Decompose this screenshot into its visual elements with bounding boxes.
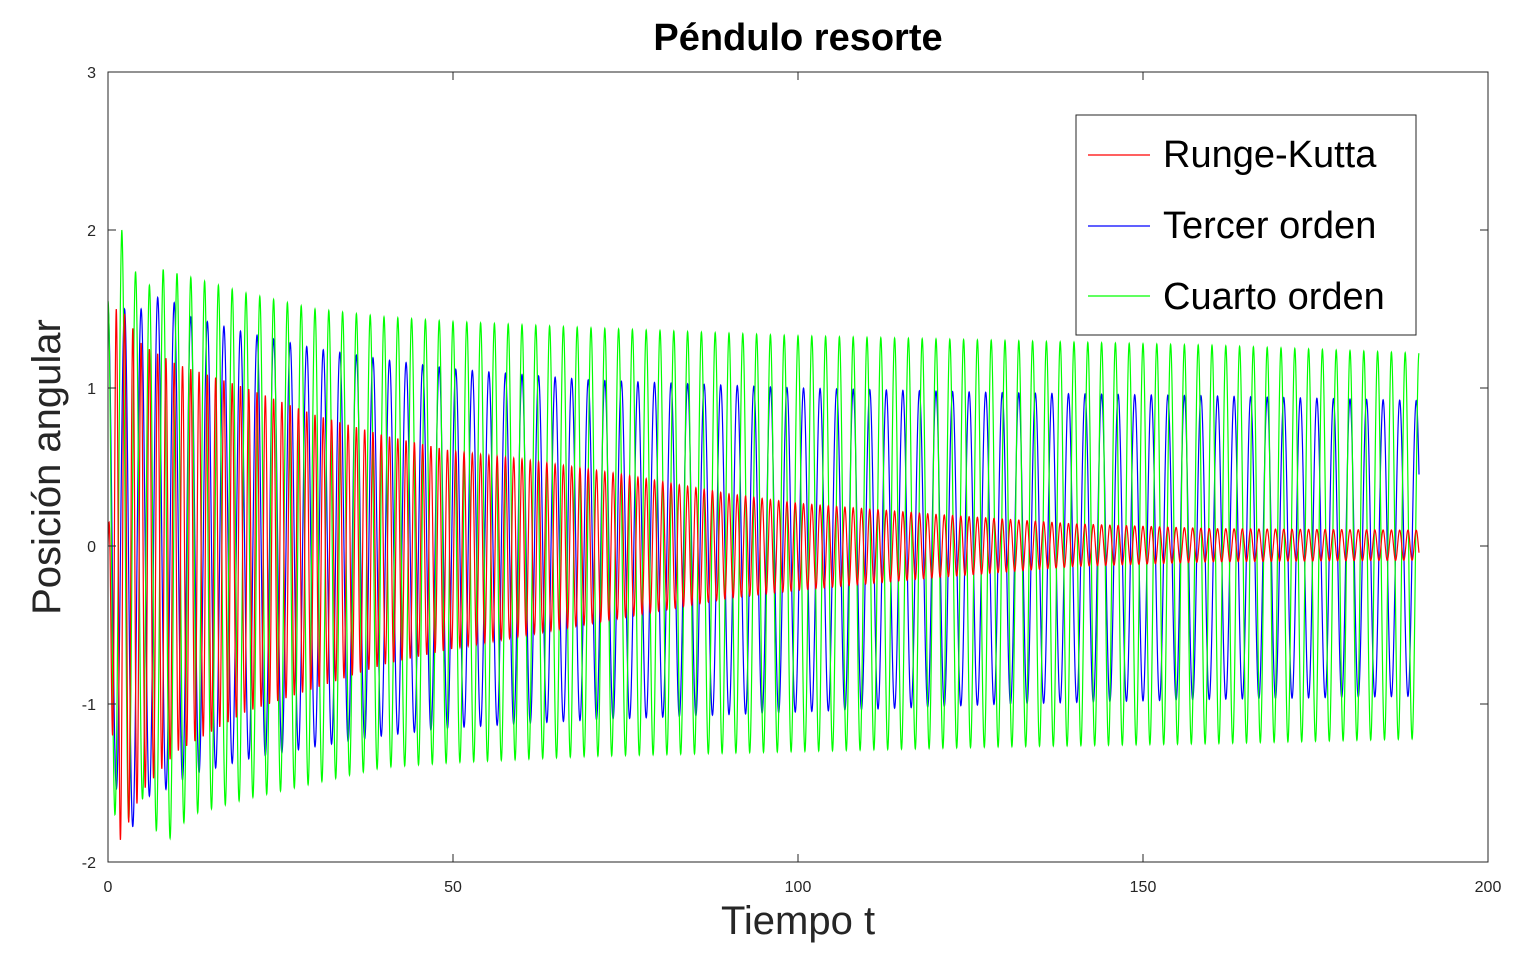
legend: Runge-Kutta Tercer orden Cuarto orden <box>1075 114 1417 336</box>
x-tick-label: 200 <box>1475 879 1502 896</box>
y-tick-label: -2 <box>82 855 96 872</box>
legend-label-cuarto-orden: Cuarto orden <box>1163 276 1385 318</box>
x-tick-label: 50 <box>444 879 462 896</box>
y-tick-label: -1 <box>82 697 96 714</box>
series-line-runge-kutta <box>108 308 1420 840</box>
series-group <box>108 229 1420 841</box>
y-tick-label: 0 <box>87 539 96 556</box>
x-tick-label: 0 <box>104 879 113 896</box>
legend-label-runge-kutta: Runge-Kutta <box>1163 134 1377 176</box>
y-tick-label: 2 <box>87 223 96 240</box>
series-line-cuarto-orden <box>108 229 1420 841</box>
y-tick-label: 3 <box>87 65 96 82</box>
x-tick-label: 100 <box>785 879 812 896</box>
ticks-group: 0 50 100 150 200 -2 -1 0 1 2 3 <box>82 65 1502 896</box>
y-tick-label: 1 <box>87 381 96 398</box>
x-axis-label: Tiempo t <box>721 899 875 943</box>
legend-label-tercer-orden: Tercer orden <box>1163 205 1376 247</box>
chart-title: Péndulo resorte <box>653 17 942 59</box>
x-tick-label: 150 <box>1130 879 1157 896</box>
y-axis-label: Posición angular <box>25 319 69 615</box>
legend-box <box>1075 114 1417 336</box>
